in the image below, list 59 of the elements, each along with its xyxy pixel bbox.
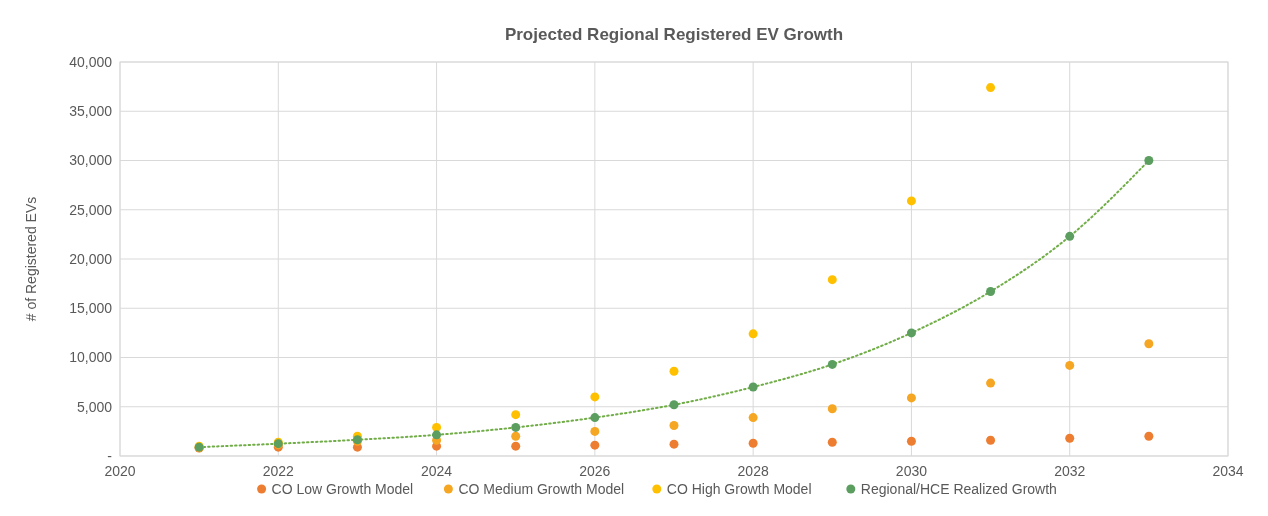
y-tick-label: 30,000 xyxy=(69,152,113,169)
point xyxy=(986,435,996,445)
x-tick-label: 2028 xyxy=(737,463,769,479)
point xyxy=(986,83,996,93)
point xyxy=(827,275,837,285)
point xyxy=(511,422,521,432)
point xyxy=(669,439,679,449)
y-tick-label: 10,000 xyxy=(69,349,113,366)
point xyxy=(748,329,758,339)
point xyxy=(669,400,679,410)
point xyxy=(906,196,916,206)
y-axis-title: # of Registered EVs xyxy=(23,196,39,322)
y-tick-label: 25,000 xyxy=(69,201,113,218)
point xyxy=(1144,431,1154,441)
legend-label: Regional/HCE Realized Growth xyxy=(860,481,1057,497)
point xyxy=(748,413,758,423)
point xyxy=(748,438,758,448)
point xyxy=(827,437,837,447)
x-tick-label: 2020 xyxy=(104,463,136,479)
point xyxy=(1065,231,1075,241)
point xyxy=(748,382,758,392)
point xyxy=(590,440,600,450)
point xyxy=(906,436,916,446)
point xyxy=(1065,360,1075,370)
point xyxy=(590,426,600,436)
point xyxy=(590,413,600,423)
point xyxy=(1144,339,1154,349)
point xyxy=(432,422,442,432)
point xyxy=(827,404,837,414)
point xyxy=(986,287,996,297)
x-tick-label: 2032 xyxy=(1054,463,1086,479)
y-tick-label: 20,000 xyxy=(69,250,113,267)
x-tick-label: 2034 xyxy=(1212,463,1244,479)
y-tick-label: - xyxy=(107,447,113,464)
x-tick-label: 2024 xyxy=(420,463,453,479)
legend-label: CO Medium Growth Model xyxy=(458,481,625,497)
x-tick-label: 2030 xyxy=(895,463,928,479)
point xyxy=(906,393,916,403)
point xyxy=(827,359,837,369)
point xyxy=(669,420,679,430)
point xyxy=(590,392,600,402)
point xyxy=(986,378,996,388)
x-tick-label: 2026 xyxy=(579,463,611,479)
point xyxy=(511,410,521,420)
x-tick-label: 2022 xyxy=(262,463,295,479)
point xyxy=(432,430,442,440)
chart-title: Projected Regional Registered EV Growth xyxy=(504,25,844,44)
legend-label: CO Low Growth Model xyxy=(271,481,414,497)
y-tick-label: 40,000 xyxy=(69,53,113,70)
y-tick-label: 35,000 xyxy=(69,103,113,120)
y-tick-label: 5,000 xyxy=(76,398,113,415)
point xyxy=(906,328,916,338)
point xyxy=(669,366,679,376)
y-tick-label: 15,000 xyxy=(69,300,113,317)
point xyxy=(511,431,521,441)
legend-label: CO High Growth Model xyxy=(666,481,812,497)
point xyxy=(1065,433,1075,443)
point xyxy=(1144,156,1154,165)
point xyxy=(511,441,521,451)
